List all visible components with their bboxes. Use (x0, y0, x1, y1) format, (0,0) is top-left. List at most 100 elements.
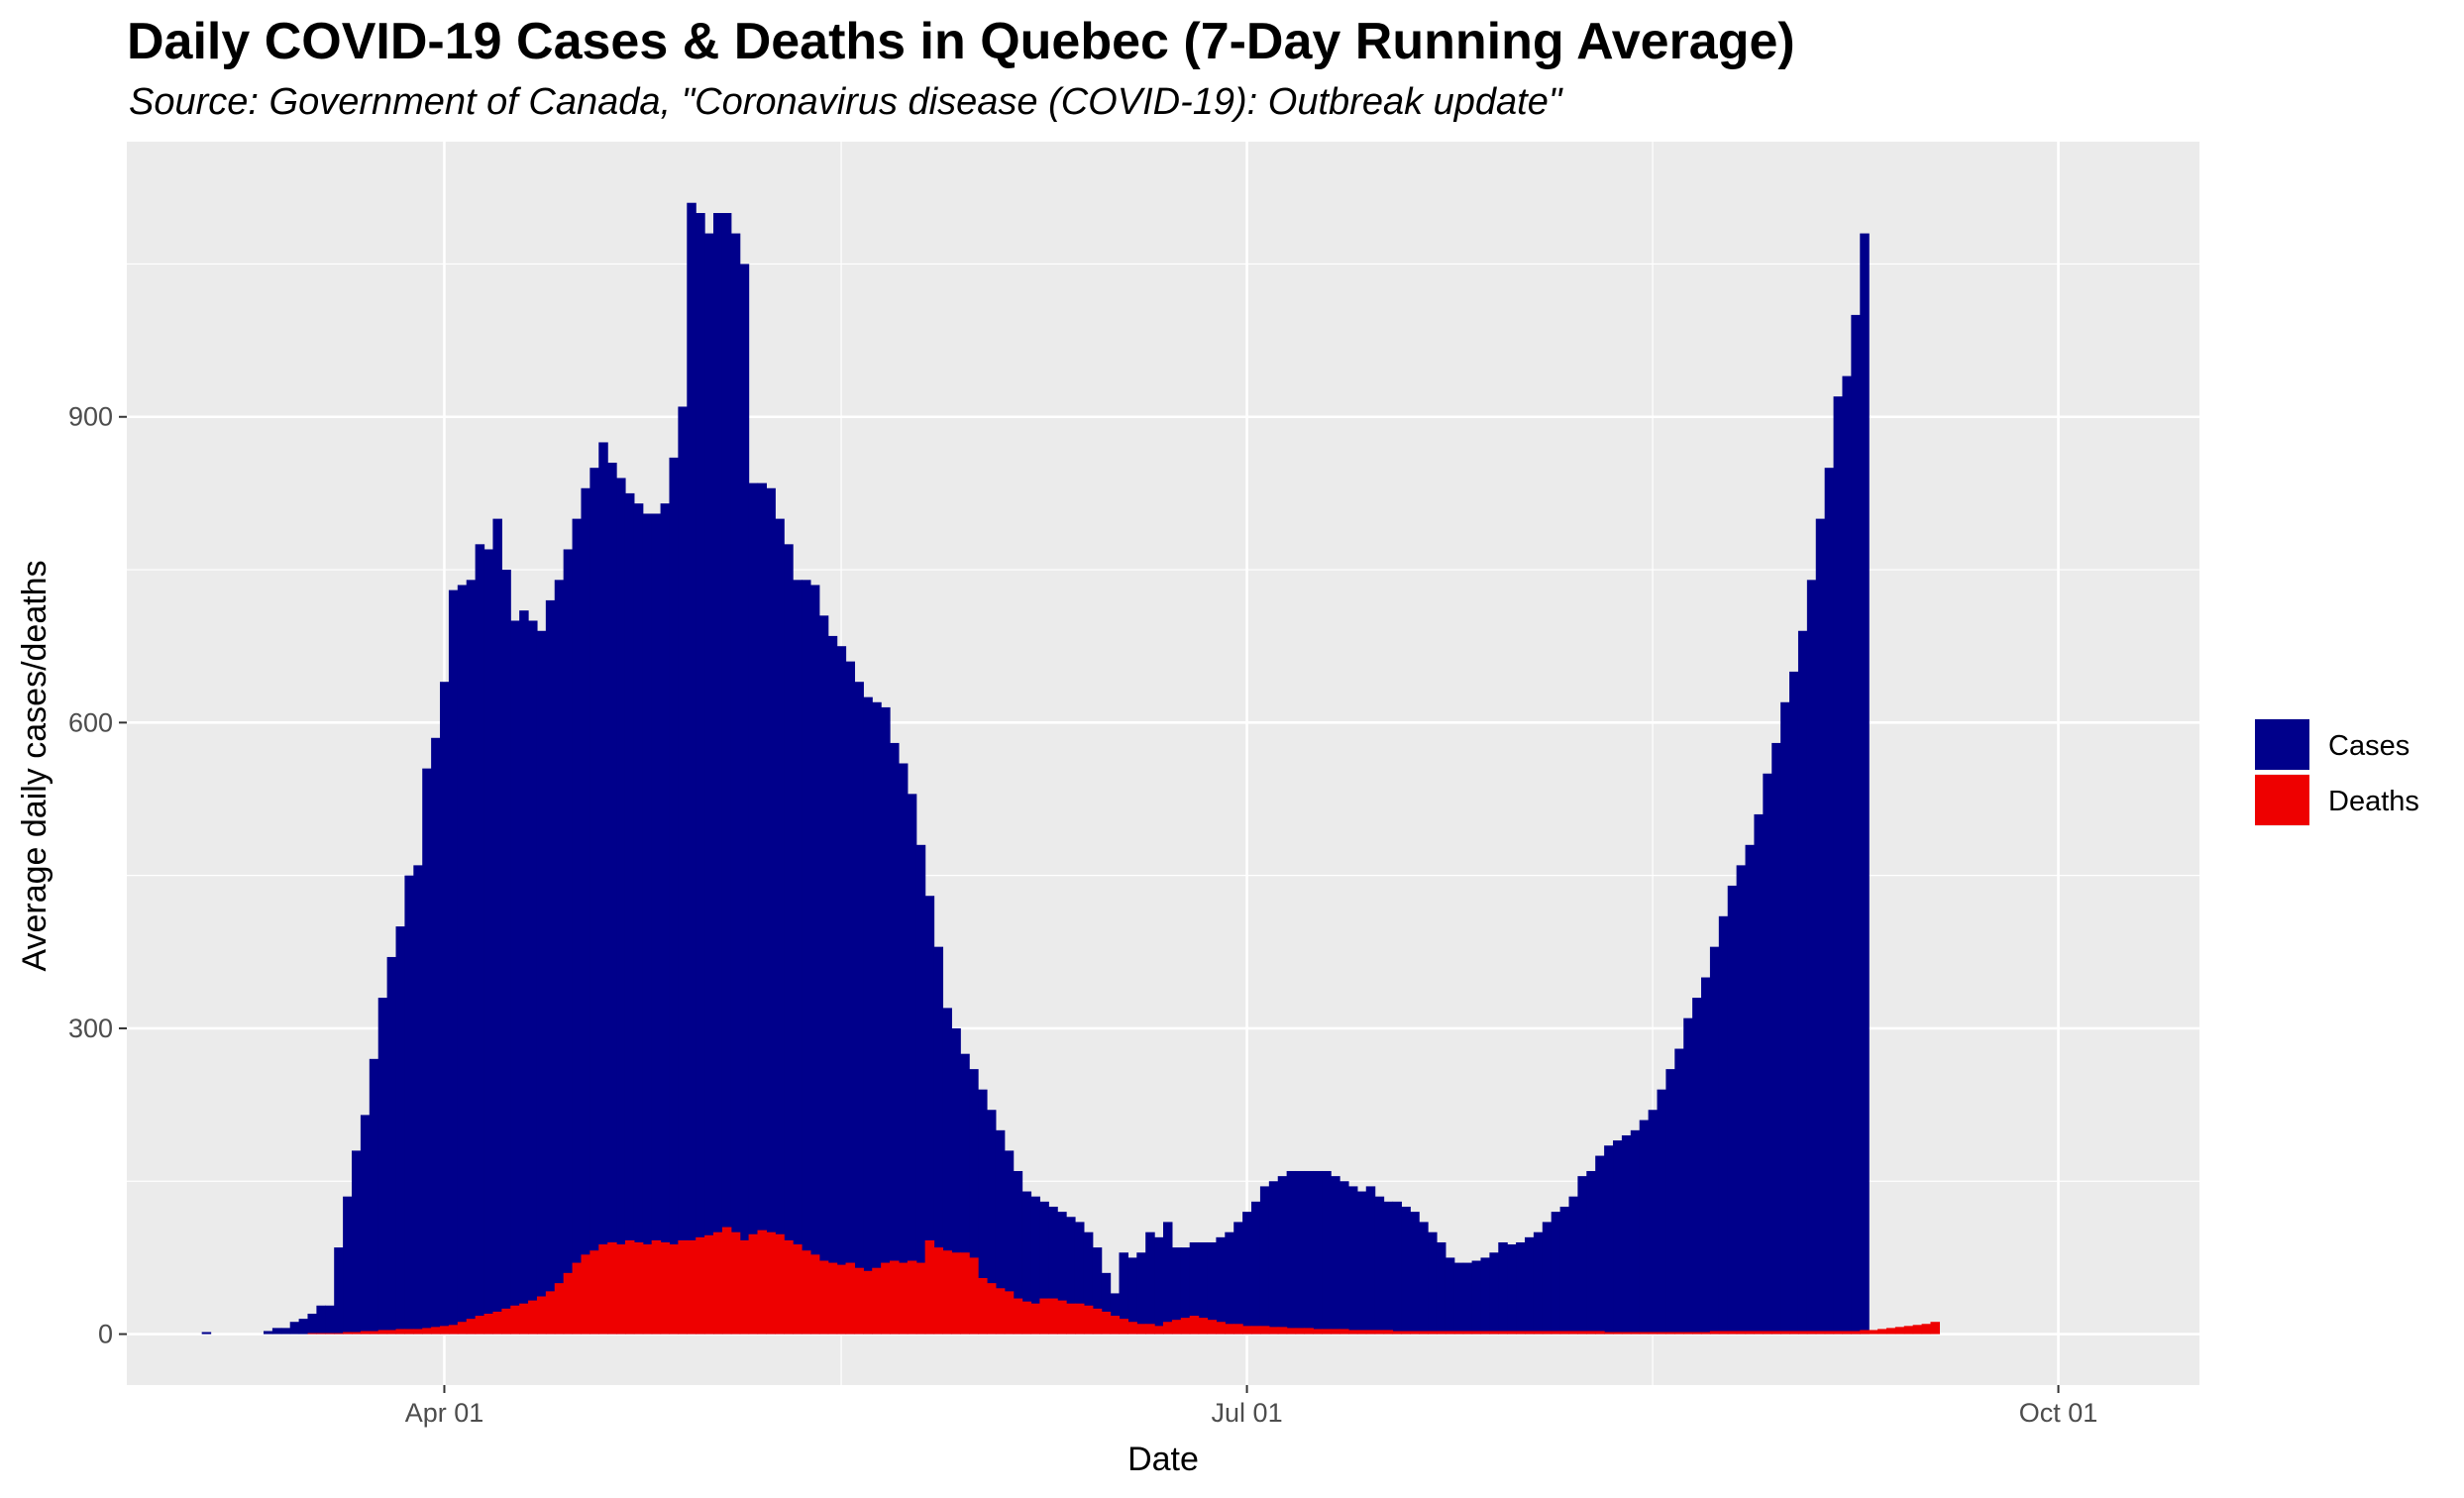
bar-deaths (352, 1332, 362, 1335)
bar-cases (1436, 1241, 1446, 1335)
bar-cases (457, 585, 468, 1335)
bar-cases (978, 1089, 988, 1335)
bar-deaths (1498, 1331, 1508, 1335)
y-axis-title: Average daily cases/deaths (16, 560, 54, 971)
bar-deaths (1216, 1322, 1226, 1335)
bar-deaths (1374, 1330, 1385, 1335)
bar-cases (933, 946, 944, 1335)
bar-deaths (475, 1316, 485, 1335)
bar-deaths (898, 1262, 909, 1335)
bar-cases (545, 599, 556, 1335)
bar-cases (607, 463, 617, 1335)
bar-deaths (1533, 1331, 1544, 1335)
bar-deaths (519, 1303, 529, 1335)
bar-deaths (1595, 1331, 1605, 1335)
bar-deaths (1745, 1331, 1756, 1335)
bar-deaths (1921, 1324, 1932, 1335)
bar-cases (793, 580, 803, 1335)
bar-cases (915, 844, 926, 1335)
chart-subtitle: Source: Government of Canada, "Coronavir… (129, 81, 1562, 123)
bar-deaths (1339, 1329, 1349, 1335)
bar-cases (960, 1053, 970, 1335)
bar-cases (1110, 1293, 1121, 1335)
bar-deaths (1268, 1327, 1279, 1335)
bar-cases (1259, 1186, 1270, 1335)
bar-deaths (1657, 1332, 1667, 1335)
bar-deaths (1516, 1331, 1526, 1335)
x-tick-label: Jul 01 (1212, 1398, 1283, 1428)
bar-cases (483, 549, 494, 1335)
legend-key-deaths (2255, 775, 2309, 825)
bar-cases (642, 513, 653, 1335)
bar-deaths (1727, 1331, 1738, 1335)
bar-deaths (1639, 1332, 1650, 1335)
bar-deaths (1127, 1322, 1137, 1335)
legend-label-cases: Cases (2328, 730, 2410, 762)
bar-deaths (802, 1250, 811, 1335)
bar-deaths (1489, 1331, 1499, 1335)
bar-deaths (545, 1291, 556, 1335)
bar-cases (827, 635, 838, 1335)
bar-cases (528, 620, 538, 1335)
bar-cases (721, 213, 732, 1335)
bar-deaths (1480, 1331, 1490, 1335)
bar-cases (1613, 1140, 1623, 1335)
bar-cases (730, 233, 741, 1335)
bar-deaths (1180, 1318, 1191, 1335)
bar-deaths (881, 1262, 891, 1335)
bar-deaths (1736, 1331, 1747, 1335)
bar-deaths (669, 1244, 679, 1335)
bar-cases (1524, 1236, 1535, 1335)
x-tick-label: Oct 01 (2019, 1398, 2098, 1428)
bar-cases (1586, 1170, 1596, 1335)
bar-cases (1251, 1201, 1261, 1335)
bar-deaths (1630, 1332, 1641, 1335)
bar-cases (775, 518, 785, 1335)
bar-cases (809, 585, 820, 1335)
bar-deaths (986, 1283, 997, 1335)
bar-cases (395, 926, 406, 1335)
bar-deaths (1860, 1330, 1870, 1335)
bar-cases (1542, 1222, 1553, 1335)
bar-cases (1621, 1134, 1632, 1335)
bar-deaths (1066, 1303, 1076, 1335)
bar-cases (1383, 1201, 1394, 1335)
bar-deaths (1894, 1327, 1905, 1335)
bar-deaths (1347, 1330, 1358, 1335)
bar-cases (581, 487, 590, 1335)
bar-cases (1410, 1212, 1420, 1335)
bar-cases (1163, 1222, 1173, 1335)
bar-cases (1339, 1181, 1349, 1335)
bar-cases (1718, 915, 1729, 1335)
bar-deaths (325, 1333, 335, 1335)
bar-deaths (1754, 1331, 1764, 1335)
bar-cases (1356, 1191, 1367, 1335)
bar-deaths (422, 1328, 432, 1335)
bar-cases (1401, 1206, 1411, 1335)
bar-deaths (1604, 1332, 1614, 1335)
bar-deaths (404, 1329, 414, 1335)
bar-cases (510, 620, 520, 1335)
y-tick-label: 0 (98, 1320, 113, 1349)
bar-deaths (793, 1244, 803, 1335)
bar-deaths (633, 1241, 644, 1335)
bar-cases (881, 706, 891, 1335)
bar-cases (1066, 1217, 1076, 1335)
bar-deaths (757, 1230, 767, 1335)
bar-deaths (624, 1239, 635, 1335)
bar-deaths (343, 1332, 353, 1335)
bar-deaths (915, 1262, 926, 1335)
bar-deaths (360, 1331, 371, 1335)
bar-deaths (907, 1260, 917, 1335)
bar-cases (1216, 1236, 1226, 1335)
bar-cases (1533, 1231, 1544, 1335)
bar-deaths (466, 1319, 477, 1335)
bar-deaths (483, 1313, 494, 1335)
bar-cases (316, 1305, 326, 1335)
bar-cases (872, 701, 882, 1335)
bar-deaths (581, 1254, 590, 1335)
bar-deaths (1471, 1331, 1482, 1335)
bar-cases (757, 482, 767, 1335)
bar-deaths (1136, 1324, 1146, 1335)
